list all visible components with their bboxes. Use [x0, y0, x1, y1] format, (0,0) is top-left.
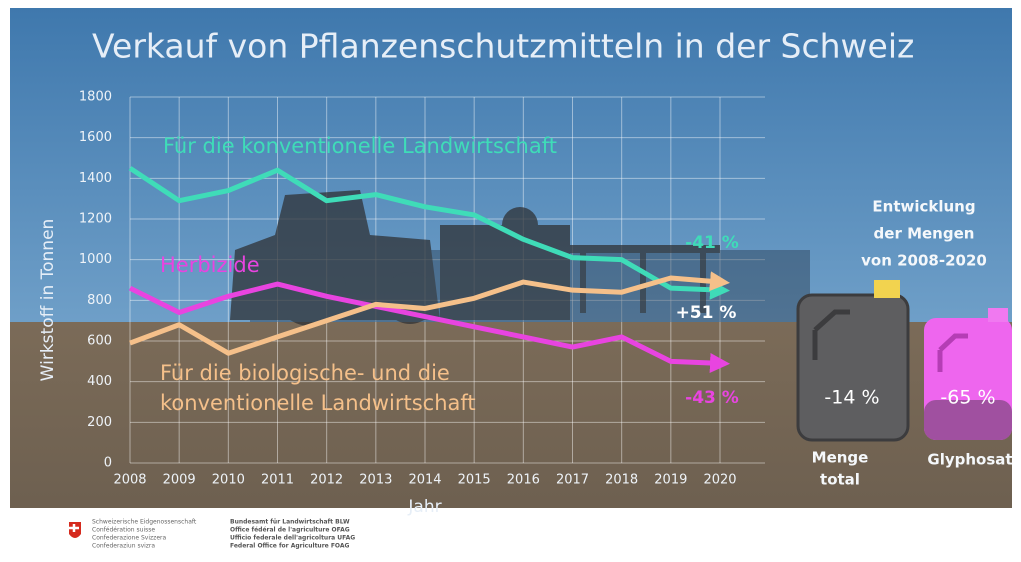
series-label: Herbizide [160, 253, 260, 277]
x-tick-label: 2014 [408, 473, 441, 488]
footer-text: Ufficio federale dell'agricoltura UFAG [230, 535, 355, 542]
panel-title: von 2008-2020 [861, 252, 987, 270]
footer-text: Confederazione Svizzera [92, 535, 166, 542]
canister-total [796, 293, 910, 442]
x-tick-label: 2008 [113, 473, 146, 488]
y-tick-label: 1000 [79, 252, 112, 267]
series-label: Für die biologische- und die konventione… [160, 361, 476, 415]
swiss-cross [69, 524, 79, 532]
x-tick-label: 2009 [163, 473, 196, 488]
chart-title: Verkauf von Pflanzenschutzmitteln in der… [92, 27, 914, 66]
x-tick-label: 2016 [507, 473, 540, 488]
canister-handle [812, 309, 850, 360]
x-axis-label: Jahr [407, 497, 441, 517]
canister-handle [937, 333, 968, 372]
y-tick-label: 400 [87, 374, 112, 389]
panel-value: -14 % [824, 387, 879, 409]
y-tick-label: 1800 [79, 90, 112, 105]
footer-text: Bundesamt für Landwirtschaft BLW [230, 519, 350, 526]
y-tick-label: 600 [87, 334, 112, 349]
y-tick-label: 1400 [79, 171, 112, 186]
footer-text: Federal Office for Agriculture FOAG [230, 543, 350, 550]
canister-cap [874, 280, 900, 298]
x-tick-label: 2019 [654, 473, 687, 488]
y-axis-label: Wirkstoff in Tonnen [38, 219, 58, 382]
x-tick-label: 2020 [703, 473, 736, 488]
annotation: -41 % [685, 233, 739, 253]
x-tick-label: 2010 [212, 473, 245, 488]
footer-text: Confederaziun svizra [92, 543, 155, 550]
panel-label: total [820, 471, 860, 489]
panel-title: der Mengen [874, 225, 975, 243]
footer-text: Confédération suisse [92, 527, 155, 534]
series-line [128, 281, 730, 373]
y-tick-label: 0 [104, 456, 112, 471]
x-tick-label: 2017 [556, 473, 589, 488]
canister-cap [988, 308, 1008, 322]
y-tick-label: 1200 [79, 212, 112, 227]
panel-label: Menge [812, 449, 869, 467]
series-line [128, 166, 730, 300]
x-tick-label: 2013 [359, 473, 392, 488]
y-tick-label: 1600 [79, 130, 112, 145]
x-tick-label: 2011 [261, 473, 294, 488]
annotation: -43 % [685, 388, 739, 408]
footer-bg [10, 508, 1012, 556]
panel-label: Glyphosat [927, 451, 1012, 469]
footer-text: Schweizerische Eidgenossenschaft [92, 519, 197, 526]
series-line [129, 271, 730, 356]
x-tick-label: 2012 [310, 473, 343, 488]
x-tick-label: 2015 [458, 473, 491, 488]
series-label: Für die konventionelle Landwirtschaft [163, 134, 557, 158]
annotation: +51 % [676, 303, 737, 323]
panel-title: Entwicklung [872, 198, 975, 216]
x-tick-label: 2018 [605, 473, 638, 488]
panel-value: -65 % [940, 387, 995, 409]
footer-text: Office fédéral de l'agriculture OFAG [230, 527, 350, 534]
canister-fill [924, 400, 1012, 440]
y-tick-label: 200 [87, 415, 112, 430]
y-tick-label: 800 [87, 293, 112, 308]
